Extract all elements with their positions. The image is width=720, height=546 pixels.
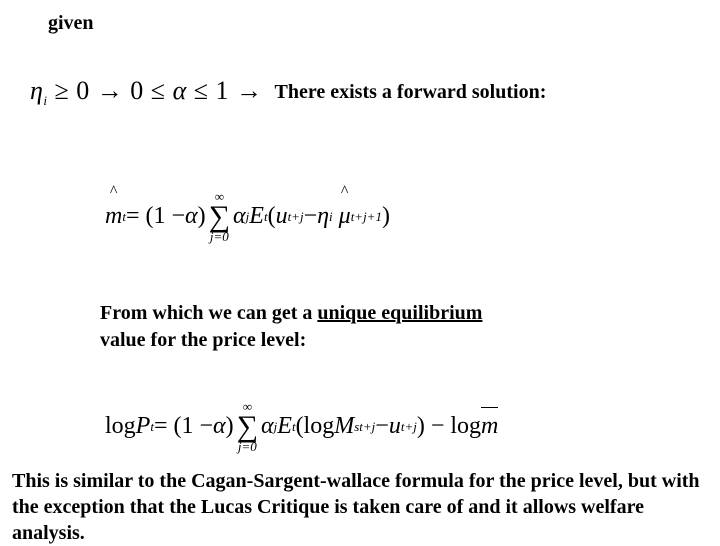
condition-line: ηi ≥ 0 → 0 ≤ α ≤ 1 → There exists a forw… <box>30 76 546 109</box>
mu-hat: μ <box>339 203 351 230</box>
m-hat: m <box>105 203 122 230</box>
m-bar: m <box>481 413 498 440</box>
mid-paragraph: From which we can get a unique equilibri… <box>100 300 620 354</box>
given-label: given <box>48 12 94 35</box>
sigma-2: ∞ ∑ j=0 <box>237 400 258 453</box>
equation-2: log Pt = (1 − α) ∞ ∑ j=0 α j Et (log Mst… <box>105 400 625 453</box>
sigma-1: ∞ ∑ j=0 <box>209 190 230 243</box>
equation-1: m t = (1 − α) ∞ ∑ j=0 α j Et (ut+j − ηi … <box>105 190 625 243</box>
condition-formula: ηi ≥ 0 → 0 ≤ α ≤ 1 → <box>30 76 263 109</box>
bottom-paragraph: This is similar to the Cagan-Sargent-wal… <box>12 468 708 546</box>
condition-text: There exists a forward solution: <box>275 81 547 104</box>
